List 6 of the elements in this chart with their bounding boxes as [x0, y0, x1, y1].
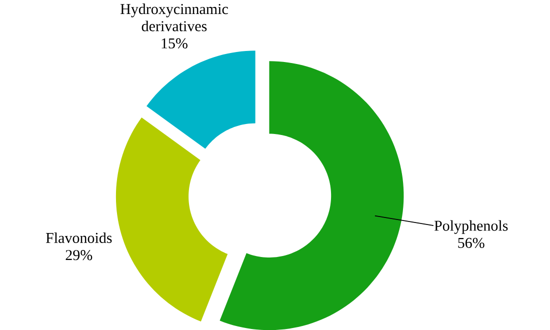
data-label: 29% [66, 250, 92, 260]
slice-label: Polyphenols [434, 220, 508, 234]
slice-label: Hydroxycinnamic derivatives [120, 4, 228, 32]
slice-label: Flavonoids [46, 232, 112, 243]
data-label: 56% [458, 238, 484, 248]
data-label: 15% [162, 38, 188, 48]
